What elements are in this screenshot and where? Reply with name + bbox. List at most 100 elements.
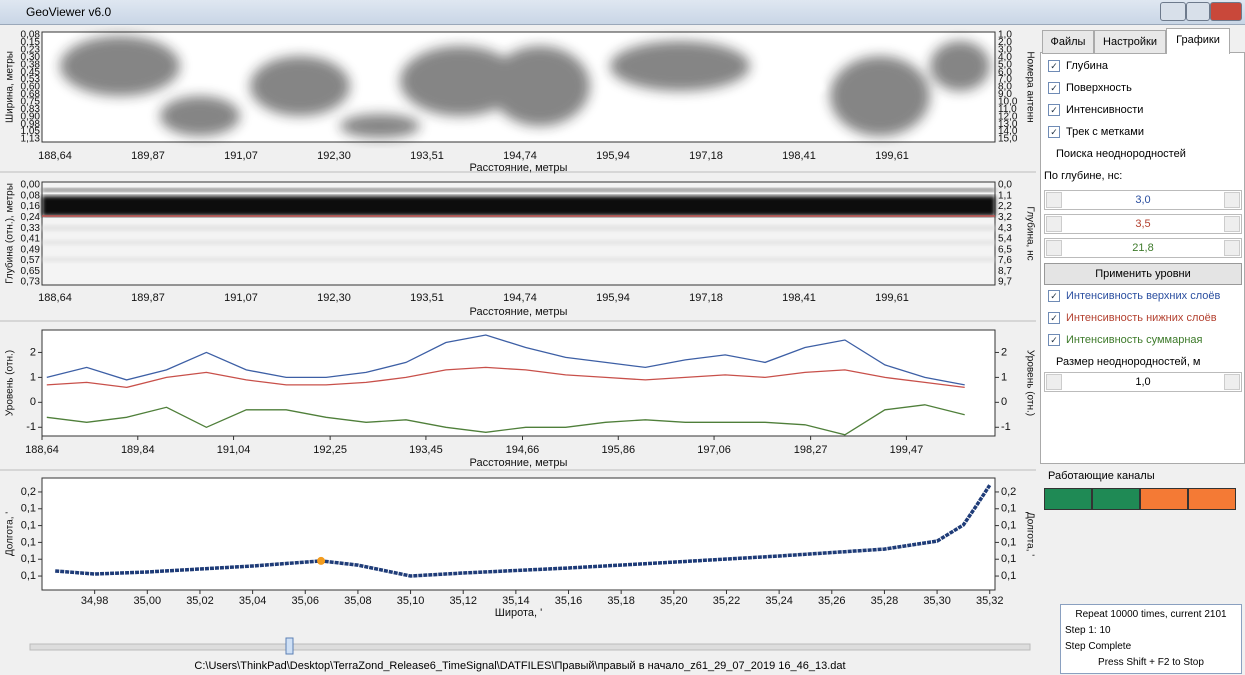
slider-thumb[interactable]: [286, 638, 293, 654]
checkbox-row[interactable]: ✓Трек с метками: [1048, 126, 1144, 138]
x-tick-label: 198,27: [794, 444, 828, 456]
y-tick-label: 0,16: [21, 201, 41, 212]
group-title: Поиска неоднородностей: [1056, 148, 1186, 160]
window-title: GeoViewer v6.0: [26, 5, 111, 19]
y-tick-label: 0,65: [21, 266, 41, 277]
log-line: Press Shift + F2 to Stop: [1061, 657, 1241, 668]
x-tick-label: 34,98: [81, 595, 109, 607]
minimize-button[interactable]: [1160, 2, 1186, 21]
size-spinner[interactable]: 1,0: [1044, 372, 1242, 392]
checkbox-row[interactable]: ✓Интенсивность суммарная: [1048, 334, 1202, 346]
channel-indicator: [1092, 488, 1140, 510]
y-tick-label: 1: [30, 371, 36, 383]
checkbox-row[interactable]: ✓Интенсивность нижних слоёв: [1048, 312, 1217, 324]
checkbox[interactable]: ✓: [1048, 60, 1060, 72]
y-tick-label: 0,49: [21, 244, 41, 255]
checkbox[interactable]: ✓: [1048, 312, 1060, 324]
x-axis-label: Расстояние, метры: [470, 457, 568, 469]
axis-label: Ширина, метры: [5, 51, 16, 123]
spin-value: 3,0: [1045, 194, 1241, 206]
checkbox-label: Глубина: [1066, 60, 1108, 72]
checkbox-label: Поверхность: [1066, 82, 1132, 94]
x-tick-label: 35,06: [291, 595, 319, 607]
x-axis-label: Широта, ': [495, 607, 542, 619]
x-tick-label: 197,18: [689, 292, 723, 304]
x-tick-label: 35,08: [344, 595, 372, 607]
channels-box: Работающие каналы: [1040, 462, 1245, 532]
x-tick-label: 193,51: [410, 150, 444, 162]
maximize-button[interactable]: [1186, 2, 1210, 21]
x-tick-label: 35,26: [818, 595, 846, 607]
x-tick-label: 199,61: [875, 150, 909, 162]
checkbox[interactable]: ✓: [1048, 126, 1060, 138]
tab-active[interactable]: Графики: [1166, 28, 1230, 54]
checkbox-row[interactable]: ✓Интенсивности: [1048, 104, 1143, 116]
y2-tick-label: 0,1: [1001, 503, 1016, 515]
tab[interactable]: Файлы: [1042, 30, 1094, 54]
y2-tick-label: 0: [1001, 396, 1007, 408]
apply-button[interactable]: Применить уровни: [1044, 263, 1242, 285]
spin-value: 1,0: [1045, 376, 1241, 388]
y2-tick-label: 4,3: [998, 223, 1012, 234]
level-spinner[interactable]: 3,0: [1044, 190, 1242, 210]
y2-tick-label: 15,0: [998, 134, 1018, 145]
plots-area: Ширина, метры Номера антенн Расстояние, ме…: [0, 26, 1040, 666]
checkbox[interactable]: ✓: [1048, 334, 1060, 346]
spin-value: 21,8: [1045, 242, 1241, 254]
axis-label: Долгота, ': [1024, 512, 1035, 556]
x-tick-label: 193,45: [409, 444, 443, 456]
checkbox[interactable]: ✓: [1048, 290, 1060, 302]
checkbox[interactable]: ✓: [1048, 104, 1060, 116]
x-tick-label: 194,74: [503, 292, 537, 304]
radargram-top: [42, 32, 995, 142]
x-tick-label: 35,16: [555, 595, 583, 607]
x-tick-label: 188,64: [25, 444, 59, 456]
log-line: Repeat 10000 times, current 2101: [1061, 609, 1241, 620]
checkbox[interactable]: ✓: [1048, 82, 1060, 94]
y2-tick-label: 1: [1001, 371, 1007, 383]
y2-tick-label: 9,7: [998, 277, 1012, 288]
tab[interactable]: Настройки: [1094, 30, 1166, 54]
y2-tick-label: 3,2: [998, 212, 1012, 223]
x-tick-label: 193,51: [410, 292, 444, 304]
x-tick-label: 35,32: [976, 595, 1004, 607]
radargram-depth: [42, 182, 995, 285]
y-tick-label: 0,41: [21, 234, 41, 245]
x-tick-label: 35,10: [397, 595, 425, 607]
y2-tick-label: 0,0: [998, 180, 1012, 191]
x-tick-label: 35,24: [765, 595, 793, 607]
x-tick-label: 195,94: [596, 150, 630, 162]
y-tick-label: 0,2: [21, 486, 36, 498]
level-spinner[interactable]: 21,8: [1044, 238, 1242, 258]
axis-label: Номера антенн: [1024, 51, 1035, 122]
title-bar: GeoViewer v6.0: [0, 0, 1245, 25]
x-tick-label: 192,30: [317, 292, 351, 304]
y2-tick-label: 1,1: [998, 190, 1012, 201]
y2-tick-label: 0,2: [1001, 486, 1016, 498]
group-title: Размер неоднородностей, м: [1056, 356, 1201, 368]
level-spinner[interactable]: 3,5: [1044, 214, 1242, 234]
x-tick-label: 35,00: [134, 595, 162, 607]
spin-value: 3,5: [1045, 218, 1241, 230]
x-tick-label: 195,86: [601, 444, 635, 456]
channel-indicator: [1188, 488, 1236, 510]
close-button[interactable]: [1210, 2, 1242, 21]
file-path: C:\Users\ThinkPad\Desktop\TerraZond_Rele…: [0, 660, 1040, 672]
checkbox-label: Интенсивность верхних слоёв: [1066, 290, 1220, 302]
x-tick-label: 35,30: [923, 595, 951, 607]
x-tick-label: 194,66: [506, 444, 540, 456]
y-tick-label: 0,1: [21, 553, 36, 565]
position-slider[interactable]: [30, 644, 1030, 650]
y-tick-label: 0,33: [21, 223, 41, 234]
checkbox-row[interactable]: ✓ Поверхность: [1048, 82, 1132, 94]
y-tick-label: -1: [26, 421, 36, 433]
y-tick-label: 0,1: [21, 503, 36, 515]
checkbox-row[interactable]: ✓ Глубина: [1048, 60, 1108, 72]
x-tick-label: 35,14: [502, 595, 530, 607]
x-tick-label: 35,22: [713, 595, 741, 607]
log-line: Step Complete: [1065, 641, 1131, 652]
checkbox-row[interactable]: ✓ Интенсивность верхних слоёв: [1048, 290, 1220, 302]
y-tick-label: 0: [30, 396, 36, 408]
y-tick-label: 0,24: [21, 212, 41, 223]
